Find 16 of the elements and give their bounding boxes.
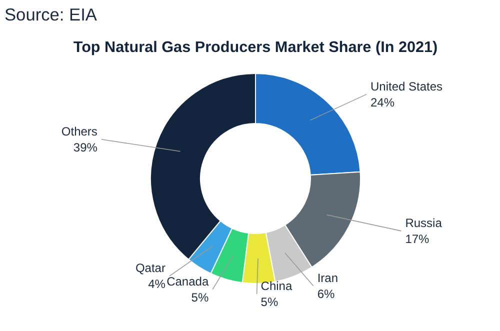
data-label: 39% <box>73 140 98 154</box>
data-label: 6% <box>317 286 336 301</box>
data-label: 24% <box>370 95 395 110</box>
slice-label: Canada <box>166 274 209 288</box>
data-label: 17% <box>405 232 430 246</box>
data-label: 5% <box>260 294 278 309</box>
slice-label: United States <box>370 79 443 94</box>
data-label: 4% <box>148 277 166 292</box>
data-label: 5% <box>191 290 209 304</box>
slice-label: Qatar <box>135 260 166 275</box>
source-note: Source: EIA <box>4 4 98 24</box>
slice-label: Russia <box>405 216 442 230</box>
slice-label: China <box>260 278 292 293</box>
slice-label: Iran <box>317 270 338 285</box>
slice-label: Others <box>61 124 98 138</box>
chart-title: Top Natural Gas Producers Market Share (In 2021) <box>73 39 438 56</box>
